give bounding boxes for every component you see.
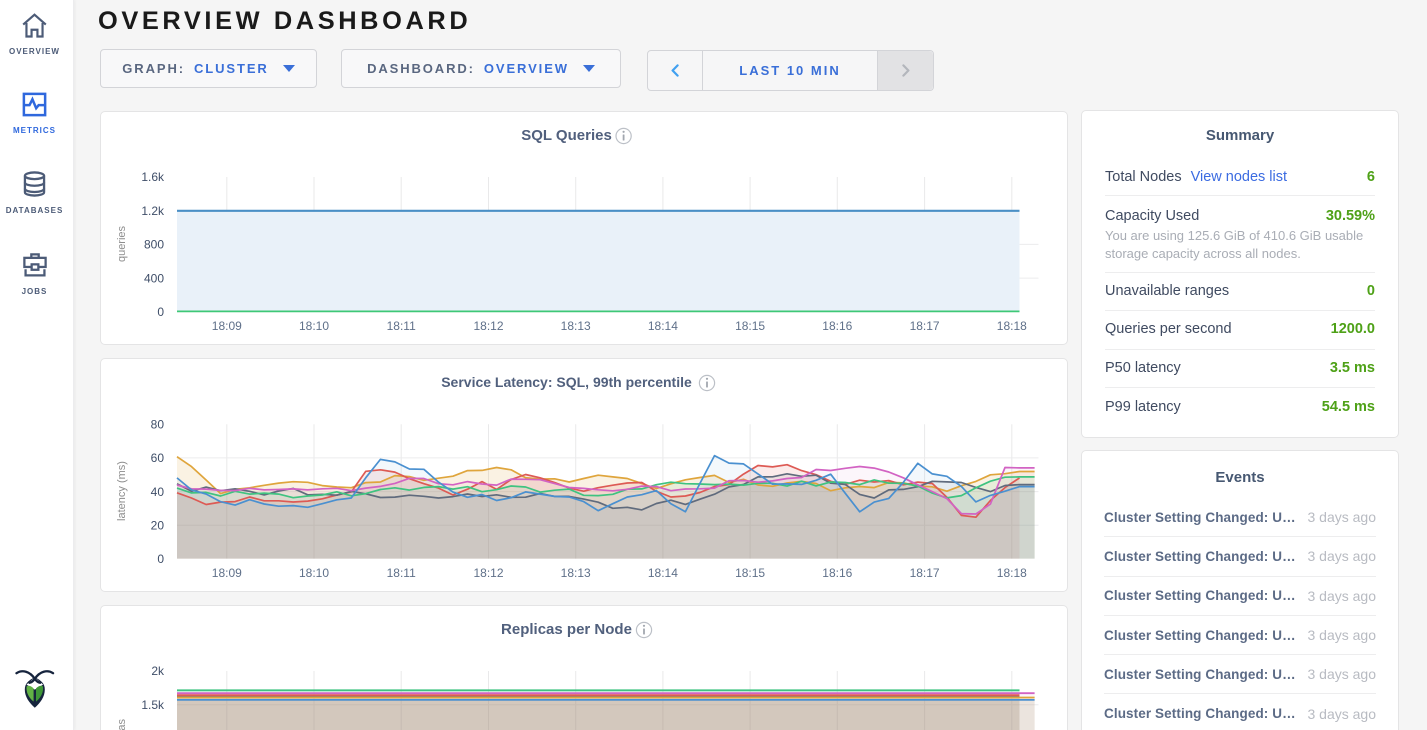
svg-text:latency (ms): latency (ms): [116, 461, 128, 521]
svg-text:replicas: replicas: [116, 719, 128, 730]
svg-text:800: 800: [144, 238, 164, 252]
svg-text:18:18: 18:18: [997, 566, 1027, 580]
svg-text:18:09: 18:09: [212, 319, 242, 333]
svg-text:1.2k: 1.2k: [141, 204, 165, 218]
svg-text:18:14: 18:14: [648, 566, 678, 580]
svg-text:18:16: 18:16: [822, 566, 852, 580]
svg-text:1.5k: 1.5k: [141, 698, 165, 712]
svg-text:18:10: 18:10: [299, 319, 329, 333]
svg-text:18:11: 18:11: [387, 566, 416, 580]
svg-text:18:16: 18:16: [822, 319, 852, 333]
svg-text:18:14: 18:14: [648, 319, 678, 333]
svg-text:2k: 2k: [151, 664, 165, 678]
svg-text:18:12: 18:12: [473, 566, 503, 580]
svg-text:18:15: 18:15: [735, 566, 765, 580]
svg-text:18:10: 18:10: [299, 566, 329, 580]
svg-text:80: 80: [151, 418, 165, 432]
svg-text:SQL Queries: SQL Queries: [521, 127, 612, 144]
svg-text:0: 0: [157, 305, 164, 319]
svg-text:18:18: 18:18: [997, 319, 1027, 333]
svg-text:18:17: 18:17: [910, 319, 940, 333]
svg-text:18:17: 18:17: [910, 566, 940, 580]
svg-text:40: 40: [151, 485, 165, 499]
svg-text:18:13: 18:13: [561, 319, 591, 333]
svg-text:1.6k: 1.6k: [141, 170, 165, 184]
svg-text:18:13: 18:13: [561, 566, 591, 580]
svg-text:0: 0: [157, 552, 164, 566]
svg-text:20: 20: [151, 518, 165, 532]
svg-text:60: 60: [151, 451, 165, 465]
svg-text:18:11: 18:11: [387, 319, 416, 333]
svg-text:queries: queries: [116, 225, 128, 262]
svg-text:400: 400: [144, 271, 164, 285]
svg-text:18:15: 18:15: [735, 319, 765, 333]
svg-text:Replicas per Node: Replicas per Node: [501, 621, 632, 638]
svg-text:18:09: 18:09: [212, 566, 242, 580]
svg-text:18:12: 18:12: [473, 319, 503, 333]
svg-text:Service Latency: SQL, 99th per: Service Latency: SQL, 99th percentile: [441, 374, 692, 390]
